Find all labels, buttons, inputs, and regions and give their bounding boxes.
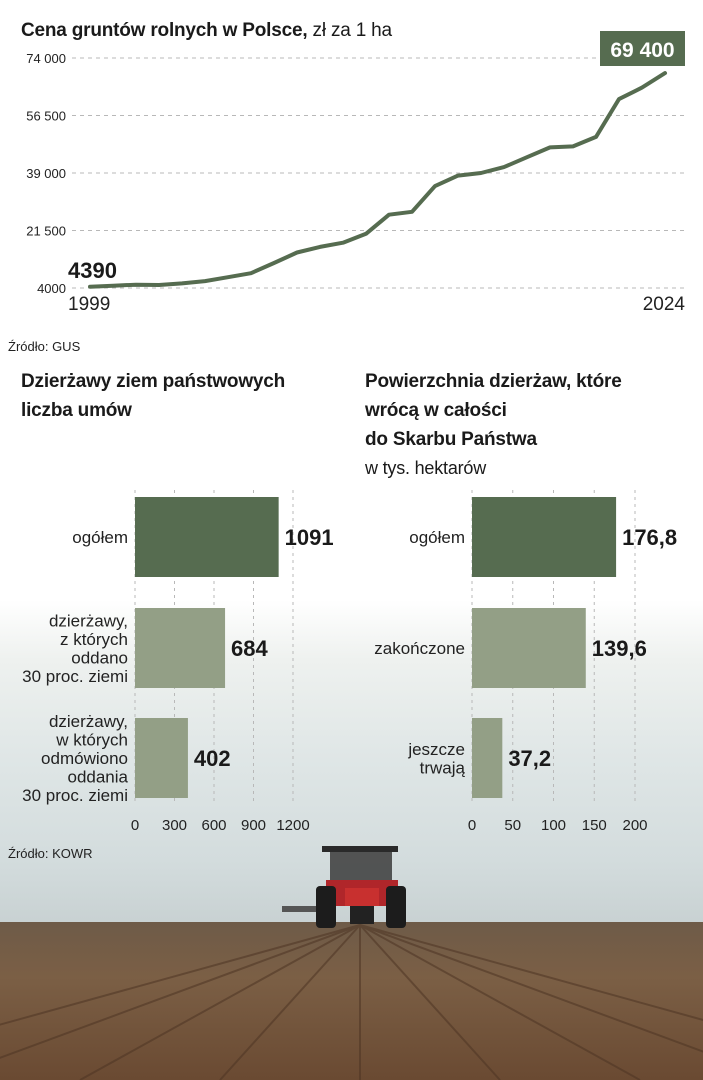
category-label: 30 proc. ziemi — [22, 786, 128, 805]
y-tick-label: 21 500 — [26, 224, 66, 239]
bar — [135, 608, 226, 688]
category-label: 30 proc. ziemi — [22, 667, 128, 686]
y-tick-label: 74 000 — [26, 51, 66, 66]
soil-field — [0, 922, 703, 1080]
bar-value-label: 37,2 — [508, 746, 551, 771]
start-value-label: 4390 — [68, 258, 117, 283]
category-label: zakończone — [374, 639, 465, 658]
category-label: oddania — [67, 768, 128, 787]
x-tick-label: 1200 — [276, 817, 309, 834]
category-label: ogółem — [72, 528, 128, 547]
price-series-line — [88, 71, 667, 289]
line-chart-unit: zł za 1 ha — [312, 20, 393, 41]
x-tick-label: 0 — [131, 817, 139, 834]
category-label: jeszcze — [407, 740, 465, 759]
right-chart-title-line2: wrócą w całości — [365, 400, 507, 421]
x-tick-label: 300 — [162, 817, 187, 834]
furrows — [0, 924, 703, 1080]
x-tick-label: 150 — [582, 817, 607, 834]
category-label: dzierżawy, — [49, 611, 128, 630]
end-value-label: 69 400 — [610, 39, 674, 62]
line-chart-title: Cena gruntów rolnych w Polsce, zł za 1 h… — [21, 16, 392, 45]
category-label: dzierżawy, — [49, 712, 128, 731]
x-tick-label: 900 — [241, 817, 266, 834]
bar-value-label: 1091 — [285, 525, 334, 550]
left-chart-title-line2: liczba umów — [21, 400, 132, 421]
line-chart-title-text: Cena gruntów rolnych w Polsce, — [21, 20, 308, 41]
left-chart-title: Dzierżawy ziem państwowych liczba umów — [21, 367, 285, 425]
bar-value-label: 176,8 — [622, 525, 677, 550]
x-tick-label: 600 — [201, 817, 226, 834]
y-tick-label: 39 000 — [26, 166, 66, 181]
category-label: w których — [55, 731, 128, 750]
category-label: z których — [60, 630, 128, 649]
y-tick-label: 4000 — [37, 281, 66, 296]
left-chart-source: Źródło: KOWR — [8, 846, 93, 861]
bar-value-label: 139,6 — [592, 636, 647, 661]
right-chart-title: Powierzchnia dzierżaw, które wrócą w cał… — [365, 367, 622, 483]
right-chart-title-line3: do Skarbu Państwa — [365, 429, 537, 450]
category-label: oddano — [71, 648, 128, 667]
tractor-illustration — [282, 846, 406, 928]
left-chart-title-line1: Dzierżawy ziem państwowych — [21, 371, 286, 392]
bar — [472, 718, 503, 798]
bar — [472, 497, 617, 577]
area-bar-chart: 0 50 100 150 200 176,8 ogółem 139,6 zakończone 37… — [374, 490, 677, 834]
x-end-year: 2024 — [643, 294, 686, 315]
x-start-year: 1999 — [68, 294, 110, 315]
bar-value-label: 402 — [194, 746, 231, 771]
bar-value-label: 684 — [231, 636, 268, 661]
bar — [135, 497, 279, 577]
bar — [135, 718, 188, 798]
price-line-chart: 74 000 56 500 39 000 21 500 4000 4390 69 400 1… — [26, 31, 688, 315]
end-value-badge — [600, 31, 685, 66]
right-chart-title-line1: Powierzchnia dzierżaw, które — [365, 371, 622, 392]
x-tick-label: 0 — [468, 817, 476, 834]
category-label: trwają — [420, 758, 466, 777]
right-chart-subtitle: w tys. hektarów — [365, 458, 487, 478]
bar — [472, 608, 586, 688]
x-tick-label: 200 — [622, 817, 647, 834]
category-label: odmówiono — [41, 749, 128, 768]
category-label: ogółem — [409, 528, 465, 547]
x-tick-label: 100 — [541, 817, 566, 834]
y-tick-label: 56 500 — [26, 109, 66, 124]
x-tick-label: 50 — [504, 817, 521, 834]
line-chart-source: Źródło: GUS — [8, 339, 81, 354]
